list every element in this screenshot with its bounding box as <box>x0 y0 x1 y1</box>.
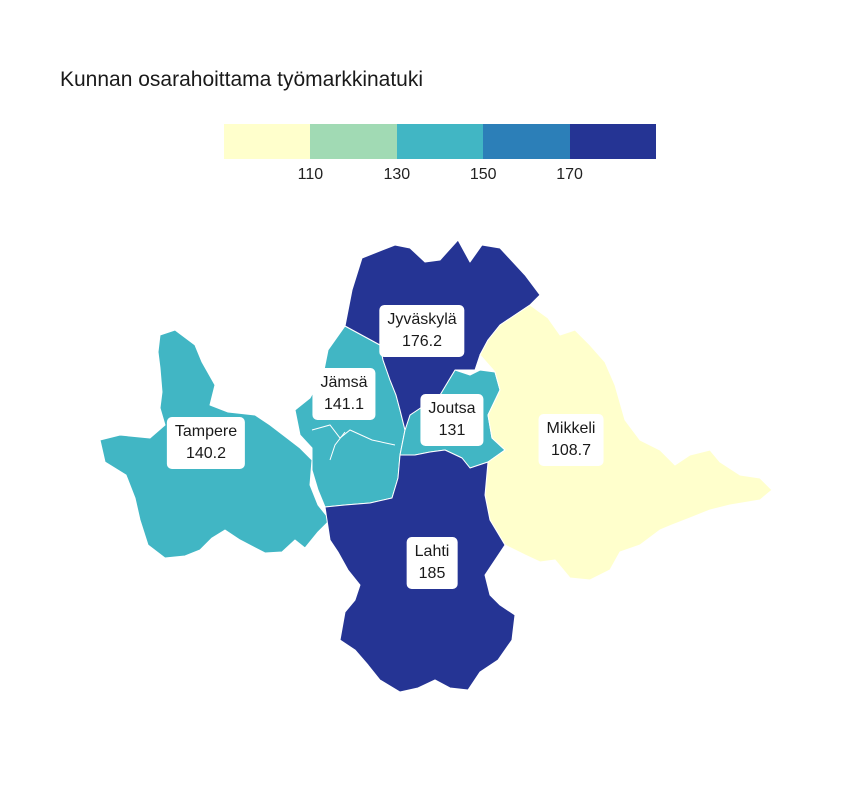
label-jamsa: Jämsä 141.1 <box>312 368 376 420</box>
label-value: 108.7 <box>550 442 592 459</box>
label-value: 140.2 <box>185 445 227 462</box>
label-mikkeli: Mikkeli 108.7 <box>538 414 604 466</box>
color-legend <box>224 124 656 159</box>
region-mikkeli[interactable] <box>479 304 773 581</box>
label-name: Mikkeli <box>546 420 596 437</box>
label-name: Jämsä <box>320 374 368 391</box>
label-name: Jyväskylä <box>387 311 457 328</box>
legend-tick: 170 <box>556 166 583 183</box>
legend-swatch <box>483 124 570 159</box>
label-tampere: Tampere 140.2 <box>166 417 246 469</box>
label-name: Lahti <box>414 543 450 560</box>
legend-tick: 150 <box>469 166 497 183</box>
label-name: Joutsa <box>428 400 476 417</box>
label-jyvaskyla: Jyväskylä 176.2 <box>379 305 465 357</box>
legend-swatch <box>224 124 311 159</box>
label-value: 131 <box>438 422 466 439</box>
legend-tick: 130 <box>383 166 411 183</box>
label-name: Tampere <box>174 423 238 440</box>
inner-boundary <box>329 431 346 461</box>
label-value: 185 <box>418 565 446 582</box>
label-value: 176.2 <box>401 333 443 350</box>
legend-swatch <box>569 124 656 159</box>
legend-swatch <box>310 124 397 159</box>
label-value: 141.1 <box>323 396 365 413</box>
inner-boundary <box>311 424 396 446</box>
legend-swatch <box>396 124 484 159</box>
map-title: Kunnan osarahoittama työmarkkinatuki <box>60 68 424 91</box>
label-joutsa: Joutsa 131 <box>420 394 484 446</box>
label-lahti: Lahti 185 <box>406 537 458 589</box>
legend-ticks: 110 130 150 170 <box>224 166 656 190</box>
legend-tick: 110 <box>297 166 324 183</box>
